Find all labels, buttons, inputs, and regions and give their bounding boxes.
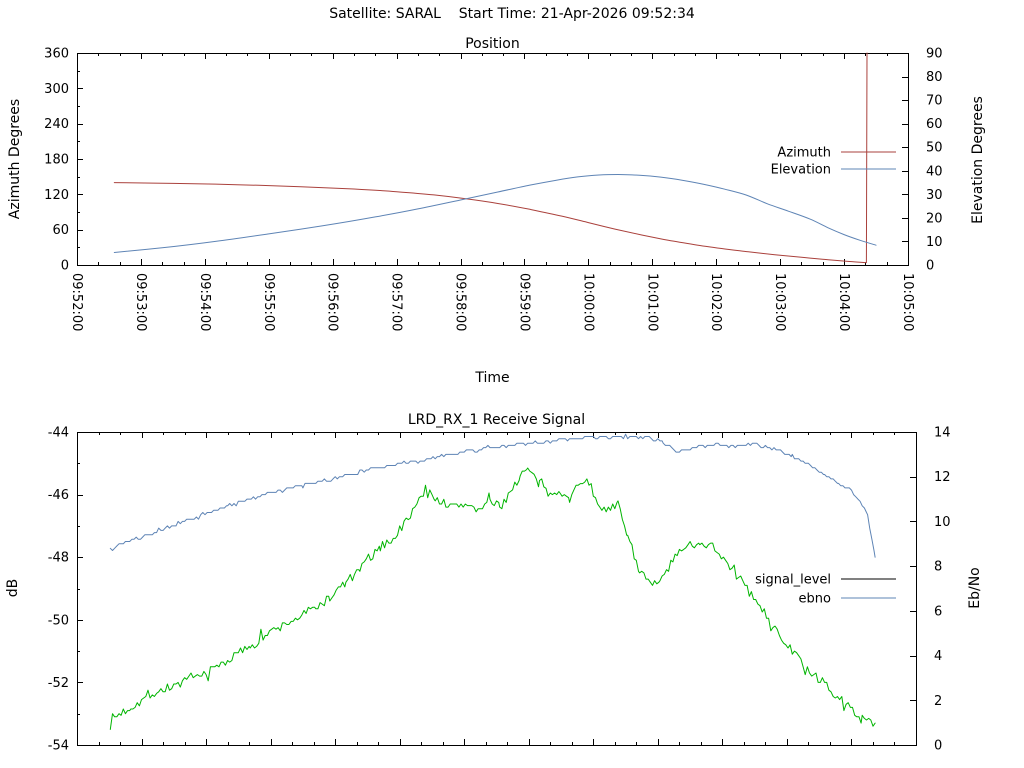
y1-tick-label: -46 (48, 488, 69, 503)
y2-tick-label: 14 (934, 426, 951, 441)
x-tick-label: 10:02:00 (708, 273, 723, 331)
x-tick-label: 09:56:00 (325, 273, 340, 331)
y1-tick-label: -44 (48, 426, 69, 441)
y2-tick-label: 8 (934, 560, 942, 575)
legend-label-ebno: ebno (799, 592, 831, 607)
legend-label-signal_level: signal_level (755, 573, 831, 588)
y2-tick-label: 2 (934, 694, 942, 709)
x-tick-label: 09:55:00 (261, 273, 276, 331)
y2-tick-label: 0 (934, 739, 942, 754)
y1-tick-label: 0 (61, 259, 69, 274)
plot-border (77, 432, 917, 746)
signal-chart-title: LRD_RX_1 Receive Signal (407, 412, 586, 428)
x-tick-label: 09:58:00 (453, 273, 468, 331)
y1-tick-label: 120 (44, 188, 69, 203)
ebno-curve (109, 433, 876, 558)
signal_level-curve (109, 467, 876, 730)
x-tick-label: 10:05:00 (900, 273, 915, 331)
y1-tick-label: 60 (52, 223, 69, 238)
y2-tick-label: 12 (934, 470, 951, 485)
x-tick-label: 10:03:00 (772, 273, 787, 331)
y2-tick-label: 10 (934, 515, 951, 530)
x-tick-label: 09:54:00 (197, 273, 212, 331)
x-tick-label: 09:52:00 (69, 273, 84, 331)
x-tick-label: 10:04:00 (836, 273, 851, 331)
legend-label-elevation: Elevation (771, 163, 831, 178)
y1-tick-label: -54 (48, 739, 69, 754)
x-tick-label: 09:59:00 (516, 273, 531, 331)
x-tick-label: 09:53:00 (133, 273, 148, 331)
y2-tick-label: 20 (926, 211, 943, 226)
y2-tick-label: 70 (926, 94, 943, 109)
x-tick-label: 10:01:00 (644, 273, 659, 331)
x-tick-label: 10:00:00 (580, 273, 595, 331)
y2-tick-label: 80 (926, 70, 943, 85)
y1-tick-label: 360 (44, 47, 69, 62)
y2-tick-label: 40 (926, 164, 943, 179)
x-tick-label: 09:57:00 (389, 273, 404, 331)
legend-label-azimuth: Azimuth (777, 146, 831, 161)
y1-tick-label: -50 (48, 613, 69, 628)
y2-tick-label: 6 (934, 604, 942, 619)
y2-tick-label: 50 (926, 141, 943, 156)
main-title: Satellite: SARAL Start Time: 21-Apr-2026… (329, 6, 695, 22)
y2-tick-label: 10 (926, 235, 943, 250)
y2-tick-label: 4 (934, 649, 942, 664)
y2-tick-label: 0 (926, 259, 934, 274)
y1-tick-label: -52 (48, 676, 69, 691)
elevation-curve (113, 174, 877, 253)
time-axis-label: Time (475, 370, 510, 386)
y1-tick-label: -48 (48, 551, 69, 566)
y1-tick-label: 180 (44, 153, 69, 168)
y2-tick-label: 90 (926, 47, 943, 62)
y2-tick-label: 60 (926, 117, 943, 132)
y1-tick-label: 240 (44, 117, 69, 132)
position-chart-title: Position (465, 36, 520, 52)
y1-tick-label: 300 (44, 82, 69, 97)
y2-tick-label: 30 (926, 188, 943, 203)
azimuth-curve (113, 52, 868, 264)
